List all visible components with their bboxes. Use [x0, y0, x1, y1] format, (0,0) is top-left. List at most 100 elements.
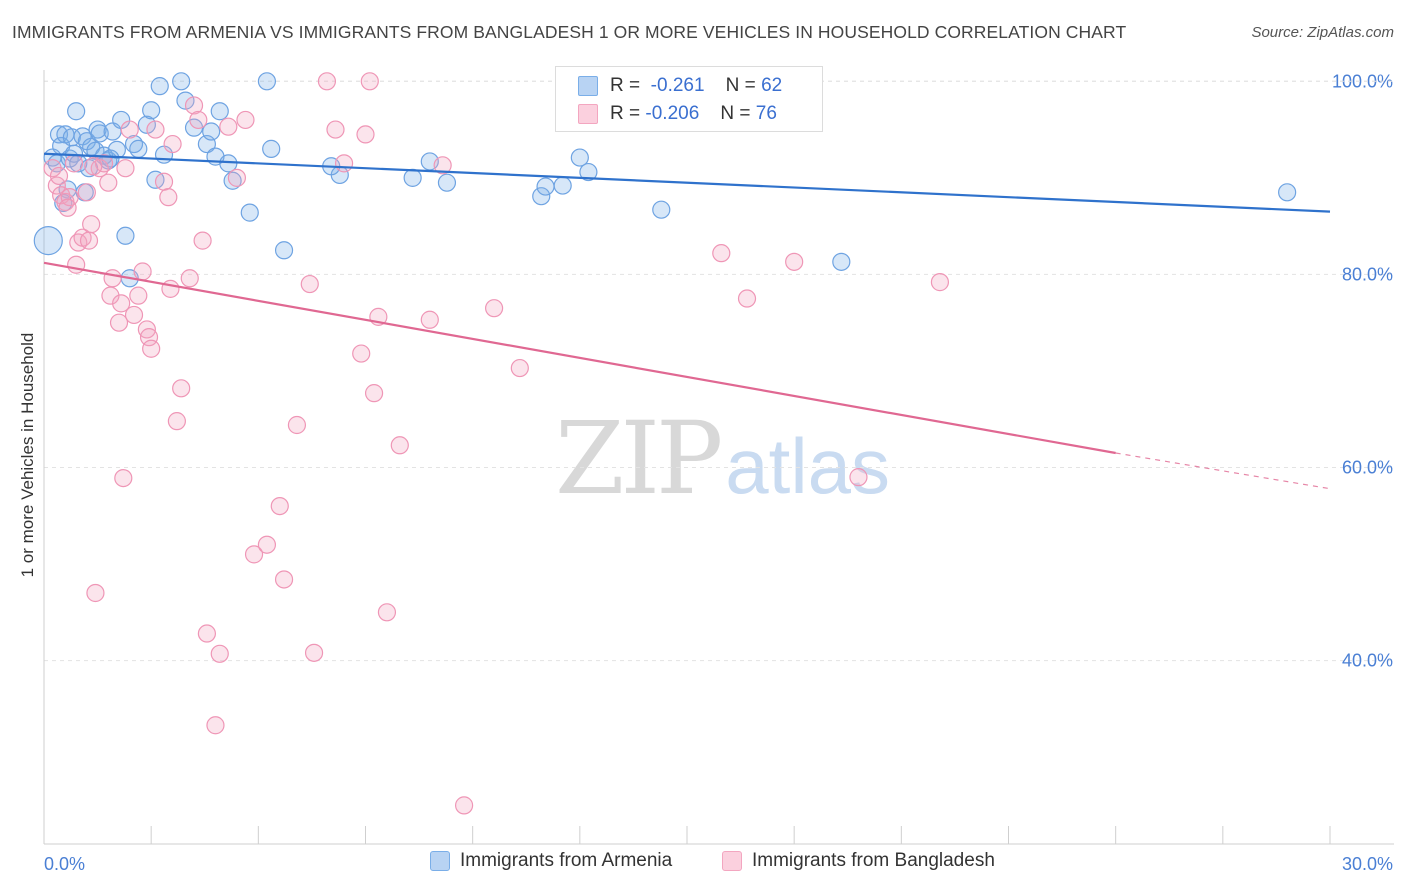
bangladesh-point — [86, 583, 105, 603]
x-tick-label-max: 30.0% — [1342, 854, 1393, 874]
bangladesh-point — [84, 157, 103, 176]
armenia-point — [403, 168, 422, 187]
bangladesh-point — [146, 120, 165, 139]
bangladesh-point — [142, 339, 161, 358]
bangladesh-point — [454, 796, 474, 815]
zipatlas-watermark: ZIPatlas — [555, 400, 890, 517]
armenia-r-label: R = — [610, 75, 641, 96]
armenia-n-label: N = — [725, 75, 756, 96]
armenia-point — [262, 139, 281, 158]
armenia-point — [652, 200, 671, 219]
bangladesh-point — [159, 188, 178, 207]
bangladesh-point — [79, 231, 99, 250]
armenia-trend-line — [43, 152, 1331, 213]
bangladesh-point — [184, 96, 204, 115]
bangladesh-point — [270, 496, 289, 516]
armenia-point — [33, 226, 63, 256]
bangladesh-swatch — [578, 104, 598, 124]
bangladesh-point — [193, 231, 212, 250]
legend-row-bangladesh: R = -0.206 N = 76 — [578, 100, 777, 128]
bangladesh-point — [124, 305, 144, 325]
bangladesh-point — [77, 183, 96, 202]
armenia-point — [240, 203, 259, 222]
bangladesh-r-value: -0.206 — [645, 103, 700, 124]
armenia-point — [274, 241, 294, 260]
bangladesh-point — [227, 168, 246, 187]
bangladesh-n-label: N = — [720, 103, 751, 124]
armenia-r-value: -0.261 — [650, 75, 705, 96]
bangladesh-point — [189, 110, 208, 130]
bangladesh-point — [930, 273, 950, 292]
bangladesh-point — [139, 328, 159, 347]
bangladesh-n-value: 76 — [755, 103, 777, 124]
bangladesh-point — [112, 294, 131, 313]
bangladesh-point — [274, 570, 294, 589]
bangladesh-point — [49, 166, 69, 186]
armenia-legend-swatch — [430, 851, 450, 871]
bangladesh-point — [364, 384, 384, 403]
y-tick-label: 80.0% — [1342, 264, 1393, 284]
legend-item-armenia[interactable]: Immigrants from Armenia — [430, 850, 672, 872]
watermark-zip: ZIP — [555, 400, 723, 517]
bangladesh-point — [116, 159, 135, 178]
bangladesh-point — [58, 198, 77, 217]
bangladesh-point — [163, 134, 182, 154]
y-tick-label: 40.0% — [1342, 651, 1393, 671]
bangladesh-point — [304, 643, 324, 662]
watermark-atlas: atlas — [725, 422, 891, 510]
armenia-point — [1278, 183, 1297, 202]
armenia-point — [257, 72, 277, 91]
bangladesh-point — [420, 310, 439, 329]
y-axis-label: 1 or more Vehicles in Household — [18, 332, 37, 578]
armenia-point — [570, 148, 589, 167]
bangladesh-point — [390, 436, 409, 455]
bangladesh-point — [433, 156, 452, 175]
bangladesh-point — [352, 344, 371, 363]
armenia-point — [142, 101, 161, 120]
bangladesh-point — [99, 173, 118, 192]
series-legend: Immigrants from Armenia Immigrants from … — [0, 850, 1406, 878]
bangladesh-point — [257, 535, 277, 554]
bangladesh-point — [377, 603, 397, 622]
armenia-n-value: 62 — [761, 75, 783, 96]
source-credit: Source: ZipAtlas.com — [1251, 24, 1394, 41]
armenia-point — [210, 102, 229, 121]
bangladesh-point — [287, 415, 307, 435]
bangladesh-point — [236, 110, 255, 130]
bangladesh-point — [64, 154, 84, 173]
armenia-point — [437, 173, 457, 192]
bangladesh-legend-swatch — [722, 851, 742, 871]
stats-legend: R = -0.261 N = 62 R = -0.206 N = 76 — [555, 66, 823, 132]
armenia-point — [129, 139, 148, 158]
armenia-point — [832, 252, 851, 271]
armenia-point — [116, 226, 135, 245]
bangladesh-point — [849, 468, 868, 487]
bangladesh-point — [326, 120, 345, 139]
armenia-point — [67, 102, 86, 121]
armenia-swatch — [578, 76, 598, 96]
bangladesh-point — [114, 469, 133, 488]
bangladesh-point — [510, 358, 529, 378]
bangladesh-point — [210, 644, 229, 663]
armenia-point — [172, 72, 191, 91]
y-tick-label: 100.0% — [1332, 71, 1393, 91]
y-tick-label: 60.0% — [1342, 457, 1393, 477]
bangladesh-point — [712, 244, 731, 263]
bangladesh-point — [120, 120, 139, 139]
legend-row-armenia: R = -0.261 N = 62 — [578, 72, 782, 100]
bangladesh-point — [180, 269, 199, 288]
bangladesh-r-label: R = — [610, 103, 641, 124]
armenia-point — [202, 122, 221, 141]
armenia-point — [532, 187, 551, 206]
bangladesh-point — [197, 624, 216, 643]
bangladesh-point — [103, 269, 122, 288]
bangladesh-point — [737, 289, 757, 308]
bangladesh-point — [172, 379, 191, 398]
bangladesh-point — [67, 255, 86, 274]
chart-title: IMMIGRANTS FROM ARMENIA VS IMMIGRANTS FR… — [12, 22, 1127, 42]
armenia-point — [579, 162, 598, 182]
bangladesh-point — [334, 154, 354, 173]
bangladesh-point — [785, 252, 804, 271]
bangladesh-point — [94, 154, 114, 173]
legend-item-bangladesh[interactable]: Immigrants from Bangladesh — [722, 850, 995, 872]
